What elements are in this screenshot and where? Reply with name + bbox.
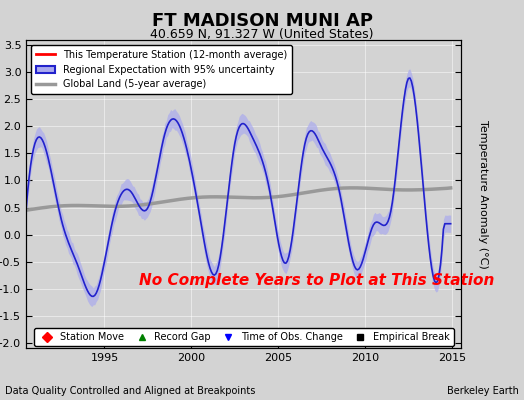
Text: No Complete Years to Plot at This Station: No Complete Years to Plot at This Statio… xyxy=(139,273,495,288)
Legend: Station Move, Record Gap, Time of Obs. Change, Empirical Break: Station Move, Record Gap, Time of Obs. C… xyxy=(34,328,454,346)
Text: Data Quality Controlled and Aligned at Breakpoints: Data Quality Controlled and Aligned at B… xyxy=(5,386,256,396)
Y-axis label: Temperature Anomaly (°C): Temperature Anomaly (°C) xyxy=(478,120,488,268)
Text: Berkeley Earth: Berkeley Earth xyxy=(447,386,519,396)
Text: 40.659 N, 91.327 W (United States): 40.659 N, 91.327 W (United States) xyxy=(150,28,374,41)
Text: FT MADISON MUNI AP: FT MADISON MUNI AP xyxy=(151,12,373,30)
